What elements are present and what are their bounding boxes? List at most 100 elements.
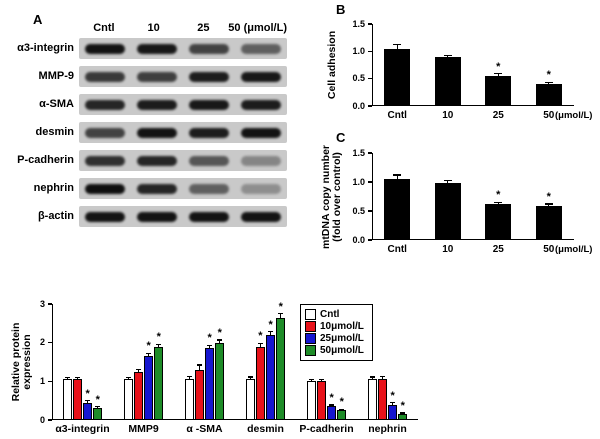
- error-bar-cap: [369, 376, 375, 378]
- y-axis-title: expression: [21, 334, 33, 390]
- x-category-label: α -SMA: [186, 423, 223, 435]
- significance-asterisk: *: [146, 340, 151, 353]
- chart-B: 0.0 0.5 1.0 1.5 Cell adhesion Cntl 10 * 25 * 50 (μm…: [326, 19, 592, 122]
- protein-band: [241, 127, 281, 138]
- y-tick-label: 0.5: [352, 73, 365, 84]
- error-bar: [158, 344, 160, 347]
- y-tick-mark: [47, 303, 52, 305]
- x-category-label: Cntl: [387, 244, 407, 255]
- blot-strip: [79, 66, 287, 87]
- error-bar-cap: [247, 376, 253, 378]
- bar: [316, 381, 326, 420]
- legend-item: 25μmol/L: [305, 333, 364, 344]
- error-bar-cap: [156, 343, 162, 345]
- protein-band: [85, 99, 125, 110]
- x-category-label: 10: [442, 244, 454, 255]
- legend-label: 10μmol/L: [320, 321, 364, 332]
- error-bar-cap: [393, 43, 402, 45]
- significance-asterisk: *: [546, 69, 551, 82]
- bar: [367, 379, 377, 420]
- bar: [384, 179, 411, 240]
- y-tick-mark: [47, 419, 52, 421]
- x-category-label: 10: [442, 110, 454, 121]
- y-tick-mark: [367, 105, 372, 107]
- protein-band: [189, 127, 229, 138]
- x-axis-unit-label: (μmol/L): [555, 244, 593, 255]
- error-bar-cap: [135, 368, 141, 370]
- protein-band: [189, 155, 229, 166]
- x-category-label: 50: [543, 110, 555, 121]
- error-bar: [447, 180, 449, 184]
- error-bar-cap: [443, 54, 452, 56]
- bar: [62, 379, 72, 420]
- bar: [144, 356, 154, 420]
- x-category-label: Cntl: [387, 110, 407, 121]
- legend-item: 10μmol/L: [305, 321, 364, 332]
- error-bar: [392, 402, 394, 405]
- y-tick-label: 0.0: [352, 234, 365, 245]
- bar: [485, 75, 512, 106]
- y-tick-label: 0.0: [352, 100, 365, 111]
- chart-D: 0 1 2 3 Relative protein expression * * * * * * * * * *…: [10, 299, 418, 435]
- protein-band: [189, 211, 229, 222]
- protein-band: [85, 155, 125, 166]
- bar: [154, 346, 164, 420]
- lane-header: 25: [197, 22, 210, 34]
- lane-header: Cntl: [93, 22, 115, 34]
- bar: [83, 402, 93, 420]
- legend-swatch: [305, 345, 316, 356]
- bar: [535, 84, 562, 106]
- y-tick-mark: [367, 77, 372, 80]
- blot-strip: [79, 206, 287, 227]
- bar: [384, 48, 411, 106]
- blot-row-label: α3-integrin: [17, 42, 74, 54]
- legend-item: 50μmol/L: [305, 345, 364, 356]
- error-bar: [209, 345, 211, 349]
- significance-asterisk: *: [258, 330, 263, 343]
- bar: [398, 414, 408, 420]
- protein-band: [85, 71, 125, 82]
- protein-band: [241, 99, 281, 110]
- error-bar: [371, 377, 373, 380]
- bar: [133, 371, 143, 420]
- error-bar-cap: [196, 364, 202, 366]
- error-bar: [198, 365, 200, 370]
- error-bar: [137, 369, 139, 372]
- plot-axes: [52, 304, 418, 420]
- legend-swatch: [305, 309, 316, 320]
- error-bar: [87, 400, 89, 403]
- error-bar-cap: [339, 408, 345, 410]
- error-bar: [76, 377, 78, 380]
- y-tick-mark: [367, 239, 372, 241]
- error-bar-cap: [95, 406, 101, 408]
- protein-band: [137, 43, 177, 54]
- blot-strip: [79, 38, 287, 59]
- bar: [337, 410, 347, 420]
- y-tick-label: 1: [39, 375, 45, 386]
- legend-item: Cntl: [305, 309, 364, 320]
- bar: [485, 204, 512, 240]
- error-bar-cap: [207, 344, 213, 346]
- bar: [434, 183, 461, 240]
- x-category-label: MMP9: [128, 423, 159, 435]
- y-tick-mark: [367, 210, 372, 212]
- plot-axes: [372, 153, 574, 240]
- blot-strip: [79, 178, 287, 199]
- protein-band: [137, 71, 177, 82]
- error-bar-cap: [329, 404, 335, 406]
- error-bar-cap: [390, 402, 396, 404]
- panel-b-label: B: [336, 2, 346, 17]
- bar: [245, 379, 255, 420]
- y-axis-title: (fold over control): [331, 151, 343, 242]
- bar: [215, 342, 225, 420]
- y-tick-label: 0: [39, 414, 45, 425]
- significance-asterisk: *: [268, 318, 273, 331]
- blot-row-label: nephrin: [33, 182, 74, 194]
- y-tick-label: 1.5: [352, 18, 365, 29]
- error-bar-cap: [393, 174, 402, 176]
- x-category-label: 25: [492, 244, 504, 255]
- error-bar-cap: [443, 180, 452, 182]
- significance-asterisk: *: [329, 391, 334, 404]
- error-bar-cap: [268, 331, 274, 333]
